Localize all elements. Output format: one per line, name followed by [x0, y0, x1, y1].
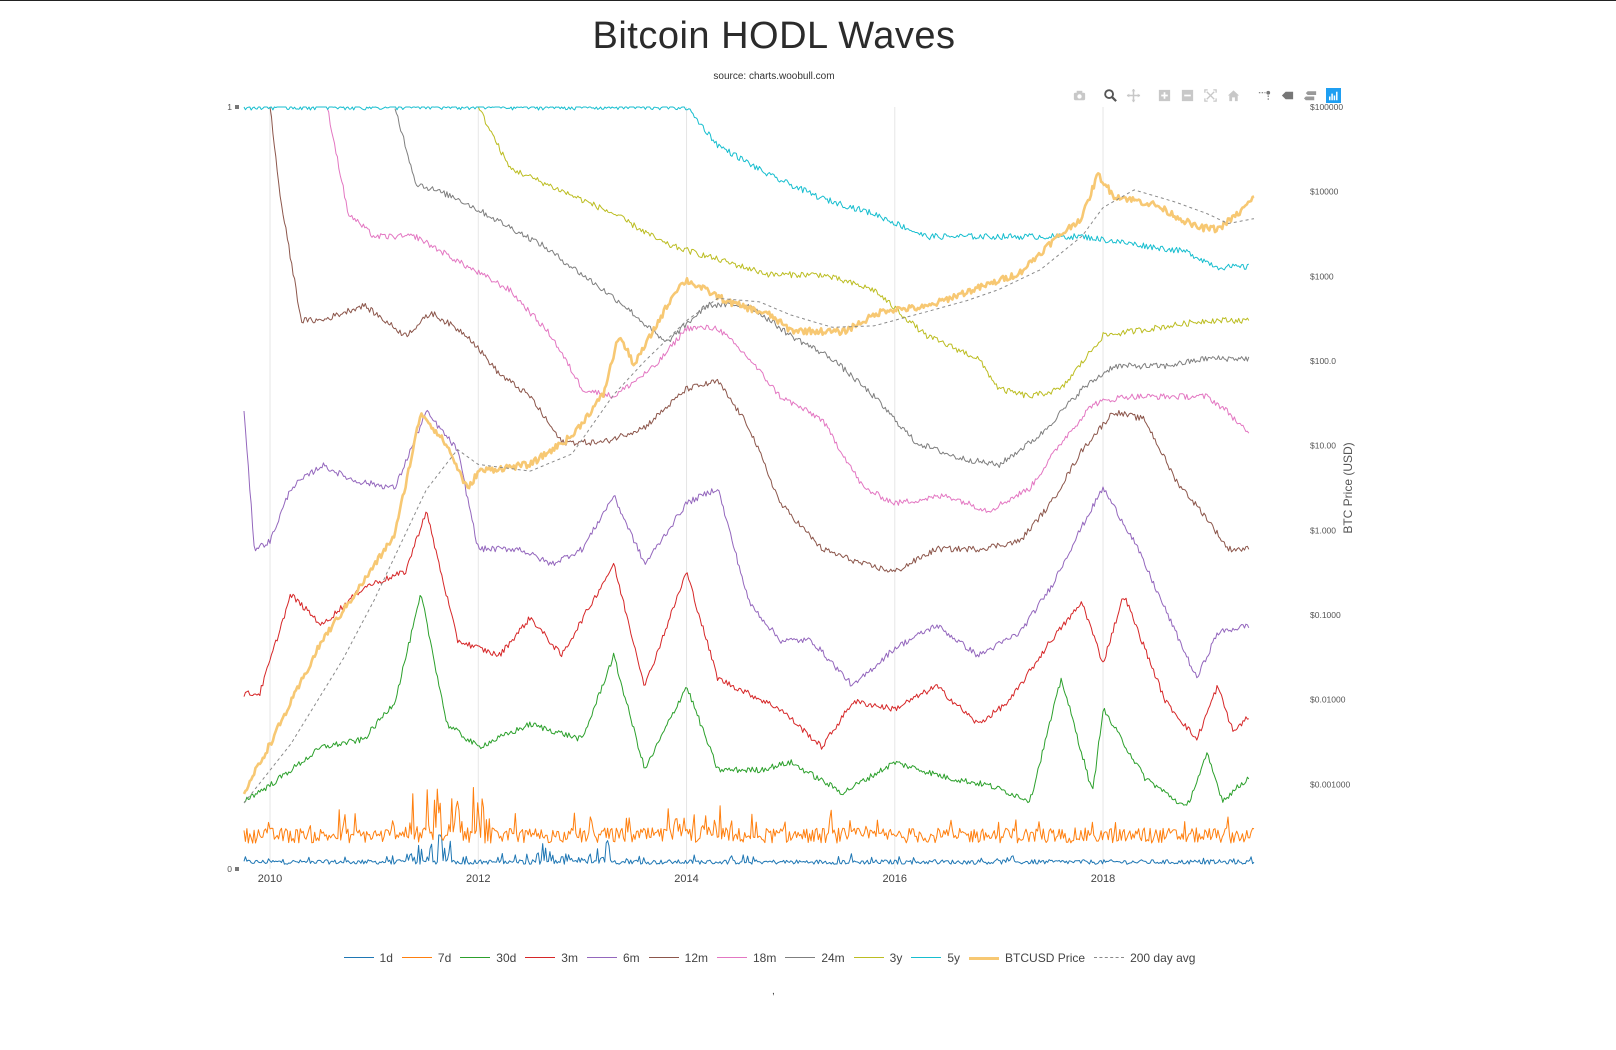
series-line-3m[interactable]: [243, 511, 1249, 750]
plotly-logo-icon[interactable]: [1322, 85, 1344, 105]
y-left-tick-mark: [235, 105, 239, 109]
y-right-tick: $1000: [1310, 271, 1334, 281]
chart-title: Bitcoin HODL Waves: [592, 15, 956, 57]
series-line-6m[interactable]: [243, 409, 1250, 687]
y-right-tick: $10000: [1310, 187, 1339, 197]
hover-compare-icon[interactable]: [1299, 85, 1321, 105]
series-line-7d[interactable]: [243, 787, 1255, 844]
series-line-1d[interactable]: [243, 834, 1255, 865]
series-line-24m[interactable]: [394, 108, 1250, 468]
y-right-tick: $1.000: [1310, 525, 1336, 535]
home-icon[interactable]: [1222, 85, 1244, 105]
legend-label: 7d: [437, 951, 452, 965]
legend-item-5y[interactable]: 5y: [911, 951, 960, 965]
y-right-tick: $0.01000: [1310, 695, 1346, 705]
zoom-out-icon[interactable]: [1176, 85, 1198, 105]
legend-label: 24m: [821, 951, 845, 965]
series-line-12m[interactable]: [269, 107, 1250, 573]
legend-item-1d[interactable]: 1d: [343, 951, 393, 965]
legend-item-7d[interactable]: 7d: [401, 951, 452, 965]
legend-swatch: [401, 953, 432, 963]
series-line-3y[interactable]: [477, 106, 1250, 399]
pan-icon[interactable]: [1122, 85, 1144, 105]
legend-swatch: [343, 953, 374, 963]
legend-item-12m[interactable]: 12m: [648, 951, 708, 965]
legend-swatch: [853, 953, 884, 963]
legend-item-200-day-avg[interactable]: 200 day avg: [1094, 951, 1195, 965]
legend-swatch: [785, 953, 816, 963]
hover-closest-icon[interactable]: [1276, 85, 1298, 105]
x-tick-2012: 2012: [466, 873, 490, 885]
y-right-tick: $0.1000: [1310, 610, 1341, 620]
legend-item-3y[interactable]: 3y: [853, 951, 903, 965]
series-line-18m[interactable]: [326, 108, 1250, 513]
footer-mark: ,: [772, 986, 775, 997]
legend-label: 6m: [622, 951, 640, 965]
legend-swatch: [1094, 953, 1125, 963]
legend-label: 3y: [889, 951, 903, 965]
legend-label: 200 day avg: [1130, 951, 1196, 965]
y-right-title: BTC Price (USD): [1341, 442, 1355, 533]
legend-item-18m[interactable]: 18m: [716, 951, 777, 965]
legend: 1d 7d 30d 3m 6m 12m 18m 24m 3y 5y BTCUSD Price 200 …: [0, 951, 1548, 965]
x-tick-2016: 2016: [883, 873, 907, 885]
legend-label: 18m: [752, 951, 777, 965]
legend-item-30d[interactable]: 30d: [460, 951, 516, 965]
series-line-btcusd-price[interactable]: [242, 172, 1255, 795]
camera-icon[interactable]: [1068, 85, 1090, 105]
legend-swatch: [969, 953, 1000, 963]
autoscale-icon[interactable]: [1199, 85, 1221, 105]
y-right-tick: $100000: [1310, 102, 1343, 112]
legend-label: 1d: [379, 951, 393, 965]
legend-item-btcusd-price[interactable]: BTCUSD Price: [969, 951, 1085, 965]
y-left-tick-1: 1: [227, 102, 232, 112]
series-line-200-day-avg[interactable]: [243, 189, 1255, 804]
legend-label: 3m: [561, 951, 578, 965]
legend-swatch: [460, 953, 491, 963]
legend-swatch: [648, 953, 679, 963]
zoom-icon[interactable]: [1099, 85, 1121, 105]
legend-item-24m[interactable]: 24m: [785, 951, 845, 965]
legend-swatch: [586, 953, 617, 963]
y-right-tick: $100.0: [1310, 356, 1336, 366]
chart-subtitle: source: charts.woobull.com: [713, 71, 835, 82]
legend-swatch: [911, 953, 942, 963]
legend-item-6m[interactable]: 6m: [586, 951, 640, 965]
legend-label: 12m: [684, 951, 708, 965]
series-line-30d[interactable]: [243, 595, 1250, 806]
legend-swatch: [716, 953, 747, 963]
legend-label: 30d: [496, 951, 517, 965]
legend-label: BTCUSD Price: [1005, 951, 1086, 965]
y-left-tick-0: 0: [227, 864, 232, 874]
zoom-in-icon[interactable]: [1153, 85, 1175, 105]
spike-lines-icon[interactable]: [1253, 85, 1275, 105]
legend-item-3m[interactable]: 3m: [525, 951, 578, 965]
modebar: [1068, 85, 1345, 105]
y-left-tick-mark: [235, 867, 239, 871]
series-line-5y[interactable]: [243, 106, 1249, 271]
x-tick-2010: 2010: [258, 873, 282, 885]
y-right-tick: $10.00: [1310, 441, 1336, 451]
legend-label: 5y: [947, 951, 961, 965]
legend-swatch: [525, 953, 556, 963]
x-tick-2014: 2014: [674, 873, 698, 885]
y-right-tick: $0.001000: [1310, 779, 1350, 789]
x-tick-2018: 2018: [1091, 873, 1115, 885]
hodl-waves-chart[interactable]: 2010 2012 2014 2016 2018 1 0 $100000 $10000 $1000…: [0, 1, 1616, 941]
